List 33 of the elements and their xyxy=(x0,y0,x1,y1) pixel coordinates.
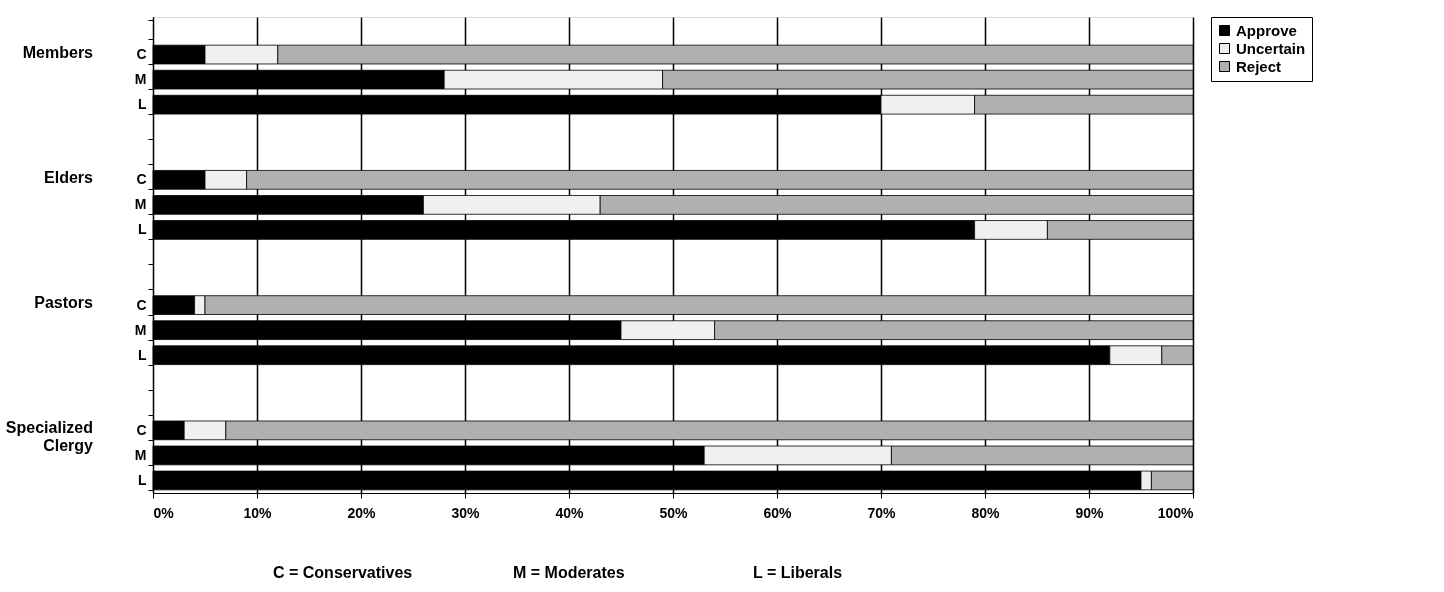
text: Elders xyxy=(44,168,94,186)
text: M = Moderates xyxy=(513,564,625,581)
x-tick-label: 70% xyxy=(867,504,897,521)
text: Pastors xyxy=(34,294,94,312)
text: Members xyxy=(22,43,94,61)
y-tick-label: M xyxy=(134,71,147,88)
y-tick-label: L xyxy=(137,471,147,488)
y-tick-label: L xyxy=(137,221,147,238)
y-tick-label: M xyxy=(134,321,147,338)
y-tick-label: L xyxy=(137,346,147,363)
x-tick-label: 30% xyxy=(451,504,481,521)
x-tick-label: 20% xyxy=(347,504,377,521)
x-tick-label: 60% xyxy=(763,504,793,521)
y-tick-label: M xyxy=(134,446,147,463)
y-tick-label: C xyxy=(136,421,147,438)
text: L = Liberals xyxy=(753,564,843,581)
y-tick-label: M xyxy=(134,196,147,213)
legend-label: Reject xyxy=(1236,57,1282,75)
x-tick-label: 40% xyxy=(555,504,585,521)
y-tick-label: L xyxy=(137,96,147,113)
legend-label: Uncertain xyxy=(1236,39,1306,57)
y-tick-label: C xyxy=(136,46,147,63)
x-tick-label: 10% xyxy=(243,504,273,521)
legend-label: Approve xyxy=(1236,21,1297,39)
x-tick-label: 90% xyxy=(1075,504,1105,521)
x-tick-label: 0% xyxy=(153,504,175,521)
text: Specialized Clergy xyxy=(5,419,94,455)
y-tick-label: C xyxy=(136,296,147,313)
x-tick-label: 100% xyxy=(1157,504,1195,521)
y-tick-label: C xyxy=(136,171,147,188)
x-tick-label: 80% xyxy=(971,504,1001,521)
text: C = Conservatives xyxy=(273,564,413,581)
x-tick-label: 50% xyxy=(659,504,689,521)
